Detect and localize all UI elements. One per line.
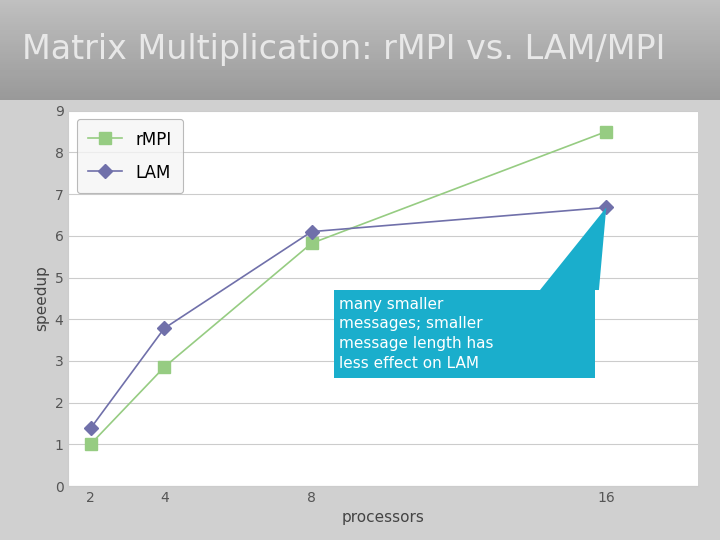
Polygon shape (540, 207, 606, 290)
FancyBboxPatch shape (333, 290, 595, 377)
LAM (307, 228, 316, 235)
LAM (86, 425, 95, 431)
Y-axis label: speedup: speedup (34, 266, 49, 331)
rMPI (307, 240, 316, 247)
Text: many smaller
messages; smaller
message length has
less effect on LAM: many smaller messages; smaller message l… (339, 296, 494, 371)
Text: Matrix Multiplication: rMPI vs. LAM/MPI: Matrix Multiplication: rMPI vs. LAM/MPI (22, 33, 665, 66)
Line: LAM: LAM (86, 202, 611, 433)
X-axis label: processors: processors (342, 510, 425, 525)
Legend: rMPI, LAM: rMPI, LAM (77, 119, 183, 193)
LAM (602, 204, 611, 211)
LAM (160, 325, 168, 332)
rMPI (602, 129, 611, 135)
Line: rMPI: rMPI (85, 126, 612, 450)
rMPI (86, 441, 95, 448)
rMPI (160, 364, 168, 370)
